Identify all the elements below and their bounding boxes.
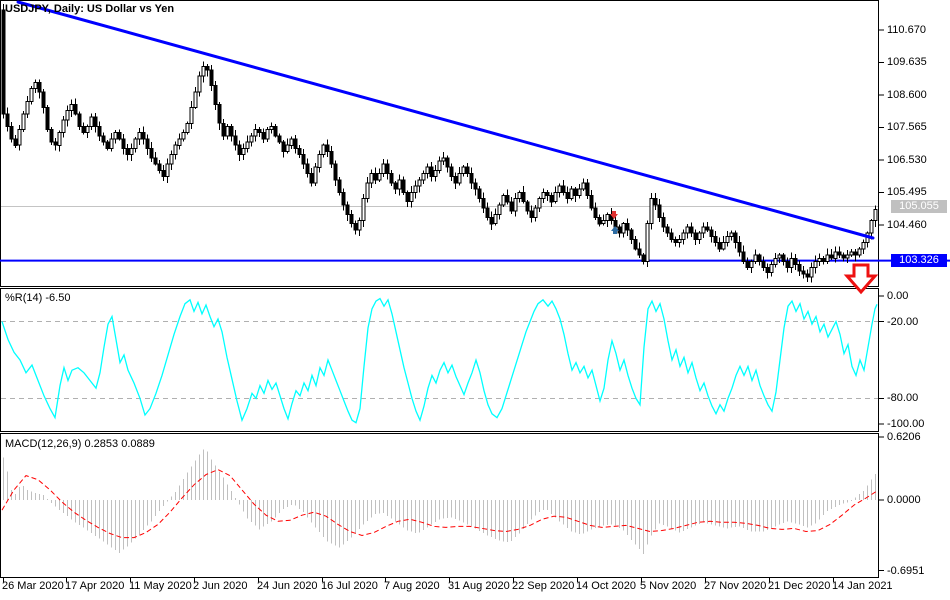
date-axis-label: 22 Sep 2020 bbox=[512, 580, 575, 592]
percent-r-label: %R(14) -6.50 bbox=[5, 292, 70, 304]
date-axis-label: 27 Nov 2020 bbox=[704, 580, 767, 592]
macd-label: MACD(12,26,9) 0.2853 0.0889 bbox=[5, 438, 155, 450]
date-axis-label: 31 Aug 2020 bbox=[448, 580, 510, 592]
date-axis-label: 14 Jan 2021 bbox=[832, 580, 893, 592]
percent-r-value: -6.50 bbox=[45, 292, 71, 304]
macd-histogram[interactable] bbox=[3, 449, 876, 554]
percent-r-name: %R(14) bbox=[5, 292, 43, 304]
date-axis-label: 24 Jun 2020 bbox=[257, 580, 318, 592]
sell-signal-arrow-icon bbox=[610, 210, 618, 219]
macd-axis-label: 0.6206 bbox=[887, 431, 921, 443]
percent-r-axis-label: -80.00 bbox=[887, 392, 919, 405]
date-axis-label: 26 Mar 2020 bbox=[2, 580, 64, 592]
main-panel-border bbox=[0, 0, 879, 287]
date-axis-label: 2 Jun 2020 bbox=[193, 580, 248, 592]
percent-r-axis-label: 0.00 bbox=[887, 290, 909, 302]
buy-signal-arrow-icon bbox=[611, 226, 619, 235]
date-axis-label: 5 Nov 2020 bbox=[640, 580, 697, 592]
price-axis-label: 106.530 bbox=[887, 153, 927, 166]
price-axis-label: 108.600 bbox=[887, 88, 927, 101]
descending-trendline[interactable] bbox=[16, 0, 875, 240]
percent-r-axis-label: -100.00 bbox=[887, 418, 925, 430]
support-price-badge: 103.326 bbox=[891, 254, 947, 268]
price-axis-label: 105.495 bbox=[887, 186, 927, 199]
date-axis-label: 14 Oct 2020 bbox=[576, 580, 636, 592]
percent-r-line[interactable] bbox=[1, 297, 878, 424]
macd-panel-border bbox=[0, 433, 879, 578]
macd-axis-label: 0.0000 bbox=[887, 494, 921, 506]
macd-axis-label: -0.6951 bbox=[887, 564, 925, 577]
date-axis-label: 17 Apr 2020 bbox=[65, 580, 125, 592]
current-price-badge: 105.055 bbox=[891, 199, 947, 213]
price-axis-label: 107.565 bbox=[887, 121, 927, 134]
macd-signal-value: 0.0889 bbox=[121, 438, 155, 450]
date-axis-label: 11 May 2020 bbox=[129, 580, 192, 592]
price-axis-label: 109.635 bbox=[887, 56, 927, 69]
macd-name: MACD(12,26,9) bbox=[5, 438, 82, 450]
candlestick-series[interactable] bbox=[1, 3, 878, 283]
price-axis-label: 104.460 bbox=[887, 218, 927, 231]
date-axis-label: 7 Aug 2020 bbox=[384, 580, 440, 592]
price-axis-label: 110.670 bbox=[887, 24, 926, 36]
percent-r-panel-border bbox=[0, 288, 879, 432]
date-axis-label: 21 Dec 2020 bbox=[768, 580, 831, 592]
chart-title: USDJPY, Daily: US Dollar vs Yen bbox=[5, 3, 175, 15]
breakdown-arrow-icon[interactable] bbox=[843, 263, 879, 295]
date-axis-label: 16 Jul 2020 bbox=[321, 580, 378, 592]
percent-r-axis-label: -20.00 bbox=[887, 315, 919, 328]
macd-main-value: 0.2853 bbox=[84, 438, 119, 450]
macd-signal-line[interactable] bbox=[1, 469, 878, 539]
